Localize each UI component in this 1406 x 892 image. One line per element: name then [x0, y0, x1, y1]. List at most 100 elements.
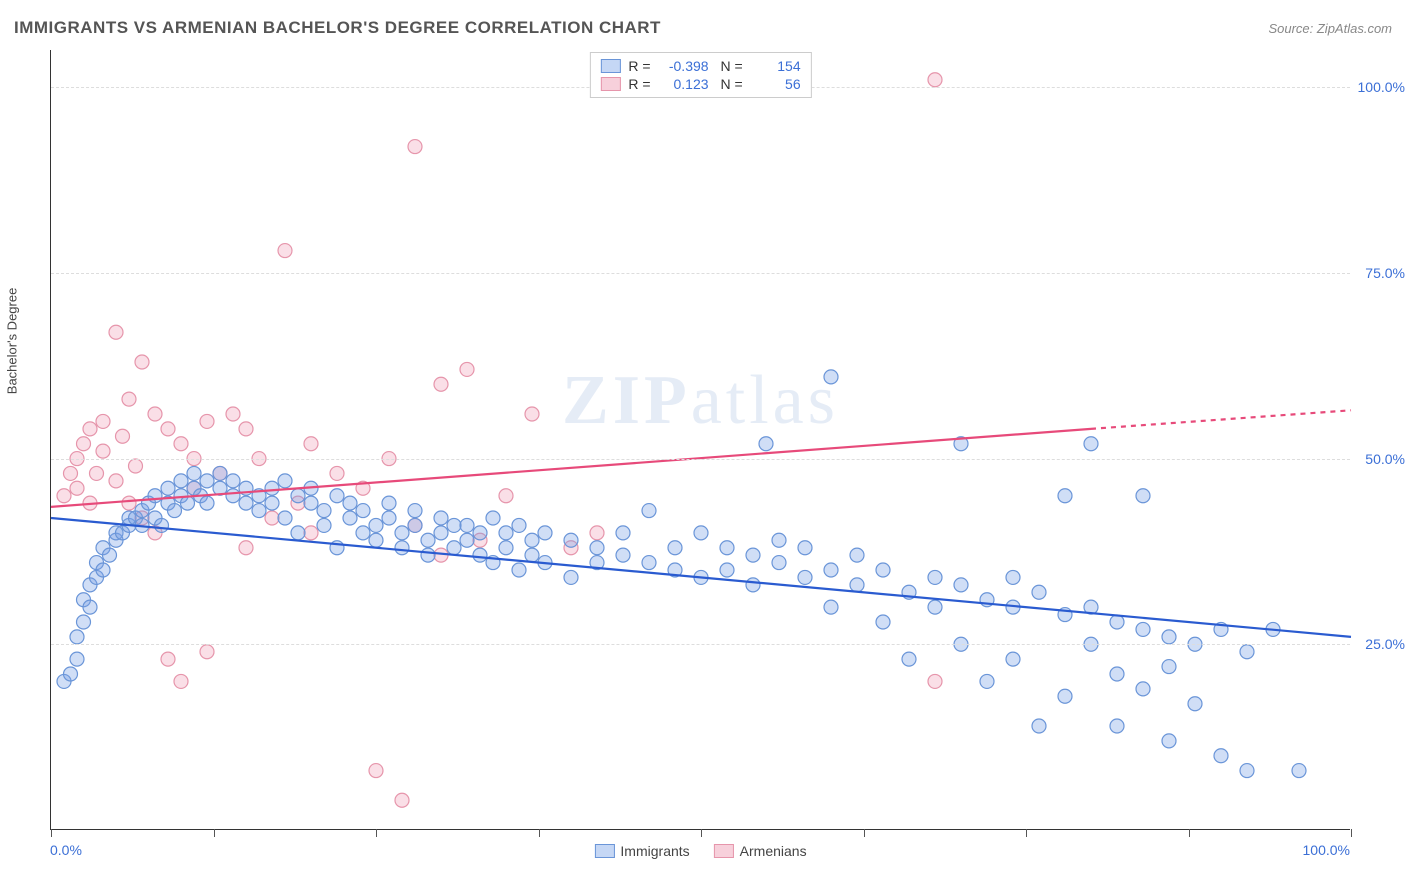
data-point	[538, 526, 552, 540]
data-point	[395, 541, 409, 555]
data-point	[70, 481, 84, 495]
trend-line	[1091, 410, 1351, 429]
data-point	[876, 615, 890, 629]
data-point	[356, 526, 370, 540]
data-point	[1058, 689, 1072, 703]
plot-area: ZIPatlas R = -0.398 N = 154 R = 0.123 N …	[50, 50, 1350, 830]
data-point	[265, 511, 279, 525]
data-point	[239, 496, 253, 510]
data-point	[1110, 719, 1124, 733]
data-point	[278, 244, 292, 258]
scatter-svg	[51, 50, 1350, 829]
data-point	[720, 563, 734, 577]
data-point	[181, 496, 195, 510]
data-point	[252, 504, 266, 518]
data-point	[434, 511, 448, 525]
data-point	[1136, 622, 1150, 636]
data-point	[239, 541, 253, 555]
data-point	[525, 533, 539, 547]
data-point	[174, 674, 188, 688]
data-point	[96, 414, 110, 428]
data-point	[278, 511, 292, 525]
data-point	[70, 630, 84, 644]
data-point	[317, 504, 331, 518]
chart-container: IMMIGRANTS VS ARMENIAN BACHELOR'S DEGREE…	[0, 0, 1406, 892]
data-point	[824, 563, 838, 577]
data-point	[304, 496, 318, 510]
data-point	[291, 526, 305, 540]
data-point	[83, 600, 97, 614]
data-point	[616, 548, 630, 562]
data-point	[96, 563, 110, 577]
data-point	[382, 511, 396, 525]
data-point	[174, 437, 188, 451]
data-point	[499, 526, 513, 540]
data-point	[434, 377, 448, 391]
data-point	[1240, 645, 1254, 659]
data-point	[90, 466, 104, 480]
data-point	[1162, 630, 1176, 644]
data-point	[447, 541, 461, 555]
data-point	[434, 526, 448, 540]
data-point	[317, 518, 331, 532]
data-point	[395, 526, 409, 540]
y-tick-label: 75.0%	[1365, 265, 1405, 281]
data-point	[122, 496, 136, 510]
data-point	[564, 570, 578, 584]
data-point	[265, 496, 279, 510]
data-point	[343, 496, 357, 510]
swatch-icon	[600, 77, 620, 91]
data-point	[122, 392, 136, 406]
data-point	[421, 533, 435, 547]
data-point	[369, 764, 383, 778]
data-point	[174, 474, 188, 488]
x-min-label: 0.0%	[50, 842, 82, 858]
data-point	[928, 73, 942, 87]
data-point	[473, 548, 487, 562]
data-point	[798, 570, 812, 584]
data-point	[1162, 660, 1176, 674]
data-point	[590, 541, 604, 555]
data-point	[1136, 682, 1150, 696]
data-point	[512, 563, 526, 577]
data-point	[304, 437, 318, 451]
data-point	[746, 548, 760, 562]
data-point	[148, 489, 162, 503]
data-point	[77, 437, 91, 451]
data-point	[187, 466, 201, 480]
data-point	[460, 518, 474, 532]
data-point	[382, 496, 396, 510]
data-point	[1136, 489, 1150, 503]
x-tick	[701, 829, 702, 837]
r-value-immigrants: -0.398	[659, 58, 709, 74]
r-value-armenians: 0.123	[659, 76, 709, 92]
data-point	[343, 511, 357, 525]
data-point	[928, 570, 942, 584]
data-point	[96, 444, 110, 458]
x-max-label: 100.0%	[1303, 842, 1350, 858]
data-point	[824, 600, 838, 614]
gridline	[51, 273, 1350, 274]
data-point	[395, 793, 409, 807]
data-point	[564, 533, 578, 547]
data-point	[1162, 734, 1176, 748]
data-point	[798, 541, 812, 555]
data-point	[109, 474, 123, 488]
data-point	[1188, 697, 1202, 711]
data-point	[486, 511, 500, 525]
data-point	[850, 578, 864, 592]
data-point	[668, 541, 682, 555]
data-point	[356, 504, 370, 518]
data-point	[1110, 667, 1124, 681]
legend-row-armenians: R = 0.123 N = 56	[600, 75, 800, 93]
data-point	[616, 526, 630, 540]
data-point	[473, 526, 487, 540]
data-point	[330, 466, 344, 480]
y-tick-label: 100.0%	[1358, 79, 1405, 95]
n-value-immigrants: 154	[751, 58, 801, 74]
data-point	[109, 325, 123, 339]
data-point	[1006, 652, 1020, 666]
chart-title: IMMIGRANTS VS ARMENIAN BACHELOR'S DEGREE…	[14, 18, 661, 38]
data-point	[129, 459, 143, 473]
data-point	[876, 563, 890, 577]
